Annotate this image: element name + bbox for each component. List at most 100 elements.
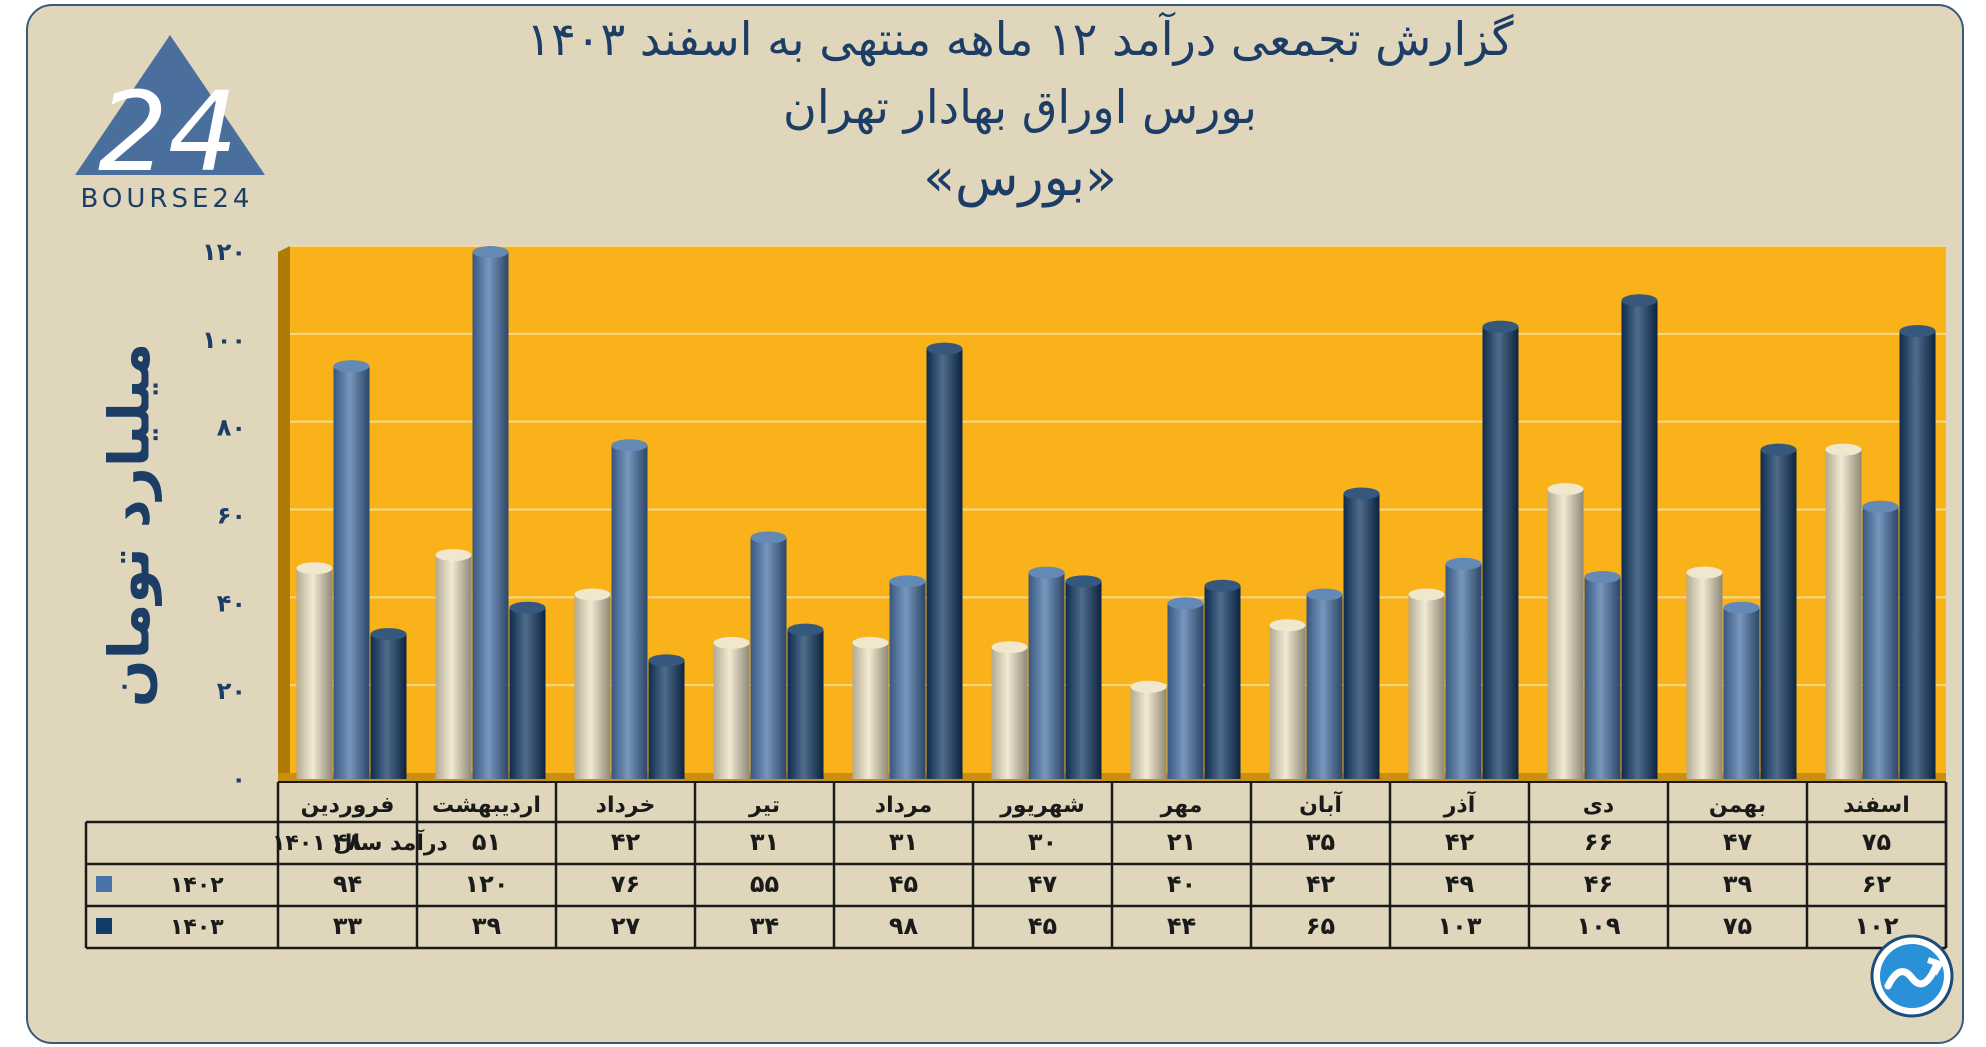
bar (611, 445, 648, 779)
legend-swatch (96, 918, 112, 934)
legend-entry: درآمد سال ۱۴۰۱ (272, 828, 448, 856)
data-label: ۶۲ (1862, 870, 1892, 898)
bar-top (750, 531, 787, 544)
data-label: ۴۴ (1167, 912, 1196, 940)
bar-top (1584, 570, 1621, 583)
bar (1167, 603, 1204, 779)
bar (472, 252, 509, 779)
bar (1269, 625, 1306, 779)
bar-top (333, 360, 370, 373)
bourse24-logo-icon: 24 (75, 35, 265, 196)
y-tick-label: ۲۰ (217, 677, 246, 705)
data-label: ۵۱ (472, 828, 501, 856)
bar-top (509, 601, 546, 614)
bar-top (648, 654, 685, 667)
bar-top (1269, 619, 1306, 632)
bar (926, 348, 963, 779)
bar-top (1306, 588, 1343, 601)
data-label: ۲۱ (1167, 828, 1196, 856)
data-label: ۳۹ (472, 912, 502, 940)
logo-digits: 24 (98, 68, 238, 196)
x-category-label: اردیبهشت (432, 793, 541, 818)
bar-top (713, 636, 750, 649)
chart-subtitle-quote: «بورس» (923, 148, 1117, 208)
bar (370, 634, 407, 779)
data-label: ۳۵ (1306, 828, 1335, 856)
bar-top (991, 641, 1028, 654)
bar-top (1686, 566, 1723, 579)
plot-floor (278, 773, 1946, 781)
data-label: ۴۰ (1167, 870, 1196, 898)
bar (1723, 607, 1760, 779)
bar (1584, 576, 1621, 779)
bar (435, 555, 472, 779)
bar (648, 660, 685, 779)
bar-top (1482, 320, 1519, 333)
x-category-label: فروردین (301, 793, 395, 818)
data-label: ۱۰۹ (1577, 912, 1621, 940)
data-label: ۷۶ (611, 870, 640, 898)
bar (852, 642, 889, 779)
y-tick-label: ۰ (231, 765, 246, 793)
bar-top (1760, 443, 1797, 456)
chart-subtitle: بورس اوراق بهادار تهران (783, 80, 1257, 134)
bar-top (1862, 500, 1899, 513)
bar (1547, 489, 1584, 779)
bar (1065, 581, 1102, 779)
bar-top (926, 342, 963, 355)
data-label: ۳۱ (750, 828, 779, 856)
y-tick-label: ۶۰ (217, 502, 246, 530)
data-label: ۶۶ (1584, 828, 1613, 856)
legend-entry: ۱۴۰۳ (170, 915, 224, 940)
legend-entry: ۱۴۰۲ (170, 873, 224, 898)
bar-top (787, 623, 824, 636)
bar (713, 642, 750, 779)
bar-top (889, 575, 926, 588)
data-label: ۴۷ (1723, 828, 1753, 856)
bar (1028, 572, 1065, 779)
bar-top (1825, 443, 1862, 456)
data-label: ۴۲ (1306, 870, 1336, 898)
bar-top (1547, 483, 1584, 496)
data-label: ۹۴ (333, 870, 362, 898)
data-label: ۴۵ (1028, 912, 1057, 940)
y-tick-label: ۴۰ (217, 589, 246, 617)
x-category-label: مهر (1160, 793, 1203, 818)
y-tick-label: ۱۲۰ (202, 238, 246, 266)
data-label: ۳۰ (1028, 828, 1057, 856)
data-label: ۷۵ (1862, 828, 1891, 856)
bar (1445, 563, 1482, 779)
bar (1760, 449, 1797, 779)
bar (889, 581, 926, 779)
bar-top (1130, 680, 1167, 693)
data-label: ۲۷ (611, 912, 641, 940)
bar-top (1028, 566, 1065, 579)
data-label: ۴۷ (1028, 870, 1058, 898)
bar (1862, 506, 1899, 779)
data-label: ۴۹ (1445, 870, 1475, 898)
x-category-label: بهمن (1709, 793, 1766, 818)
x-category-label: آبان (1299, 790, 1342, 818)
bar (750, 537, 787, 779)
x-category-label: مرداد (875, 793, 932, 818)
x-category-label: دی (1583, 793, 1614, 818)
data-label: ۴۶ (1584, 870, 1613, 898)
bar (1306, 594, 1343, 779)
trend-badge-icon (1870, 934, 1954, 1018)
data-label: ۳۹ (1723, 870, 1753, 898)
data-label: ۴۲ (611, 828, 641, 856)
y-tick-label: ۸۰ (217, 414, 246, 442)
bar (1899, 331, 1936, 779)
data-label: ۳۴ (750, 912, 779, 940)
bar (1825, 449, 1862, 779)
bar (1343, 493, 1380, 779)
legend-swatch (96, 876, 112, 892)
bar-top (1899, 325, 1936, 338)
data-label: ۶۵ (1306, 912, 1335, 940)
bar-top (472, 246, 509, 258)
bar-top (1204, 579, 1241, 592)
bar (991, 647, 1028, 779)
bar-top (1343, 487, 1380, 500)
bar (1204, 585, 1241, 779)
